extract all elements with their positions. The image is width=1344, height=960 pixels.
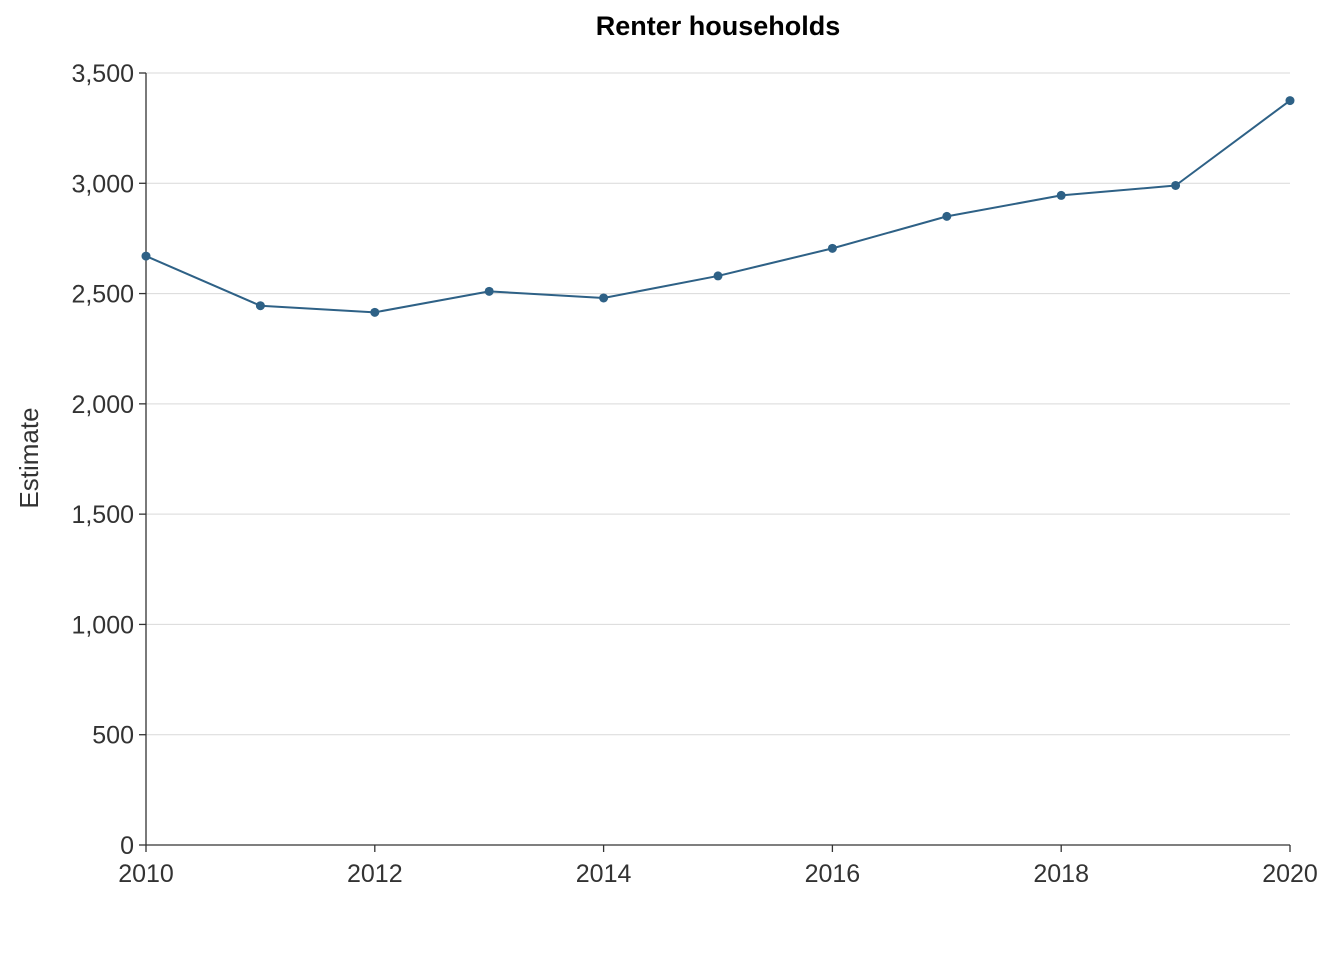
y-tick-labels: 0 500 1,000 1,500 2,000 2,500 3,000 3,500 (71, 60, 134, 860)
y-axis-label: Estimate (14, 407, 44, 508)
y-tick-label: 3,500 (71, 60, 134, 88)
data-point (141, 251, 151, 261)
data-point (484, 286, 494, 296)
y-tick-label: 500 (92, 722, 134, 750)
gridlines (146, 72, 1290, 736)
data-point (942, 211, 952, 221)
data-point (599, 293, 609, 303)
x-tick-label: 2010 (118, 860, 174, 888)
y-tick-label: 1,500 (71, 501, 134, 529)
y-tick-label: 1,000 (71, 611, 134, 639)
chart-title: Renter households (596, 11, 841, 41)
data-point (370, 307, 380, 317)
x-tick-label: 2020 (1262, 860, 1318, 888)
y-tick-label: 2,500 (71, 281, 134, 309)
axes (139, 72, 1291, 852)
data-point (827, 243, 837, 253)
x-tick-label: 2012 (347, 860, 403, 888)
data-point (255, 301, 265, 311)
series-layer (141, 96, 1295, 317)
y-tick-label: 0 (120, 832, 134, 860)
x-tick-labels: 2010 2012 2014 2016 2018 2020 (118, 860, 1318, 888)
x-tick-label: 2018 (1033, 860, 1089, 888)
data-point (1285, 96, 1295, 106)
y-tick-label: 2,000 (71, 391, 134, 419)
x-tick-label: 2016 (805, 860, 861, 888)
data-point (713, 271, 723, 281)
data-point (1171, 180, 1181, 190)
y-tick-label: 3,000 (71, 170, 134, 198)
data-point (1056, 190, 1066, 200)
x-tick-label: 2014 (576, 860, 632, 888)
series-line (145, 99, 1291, 314)
